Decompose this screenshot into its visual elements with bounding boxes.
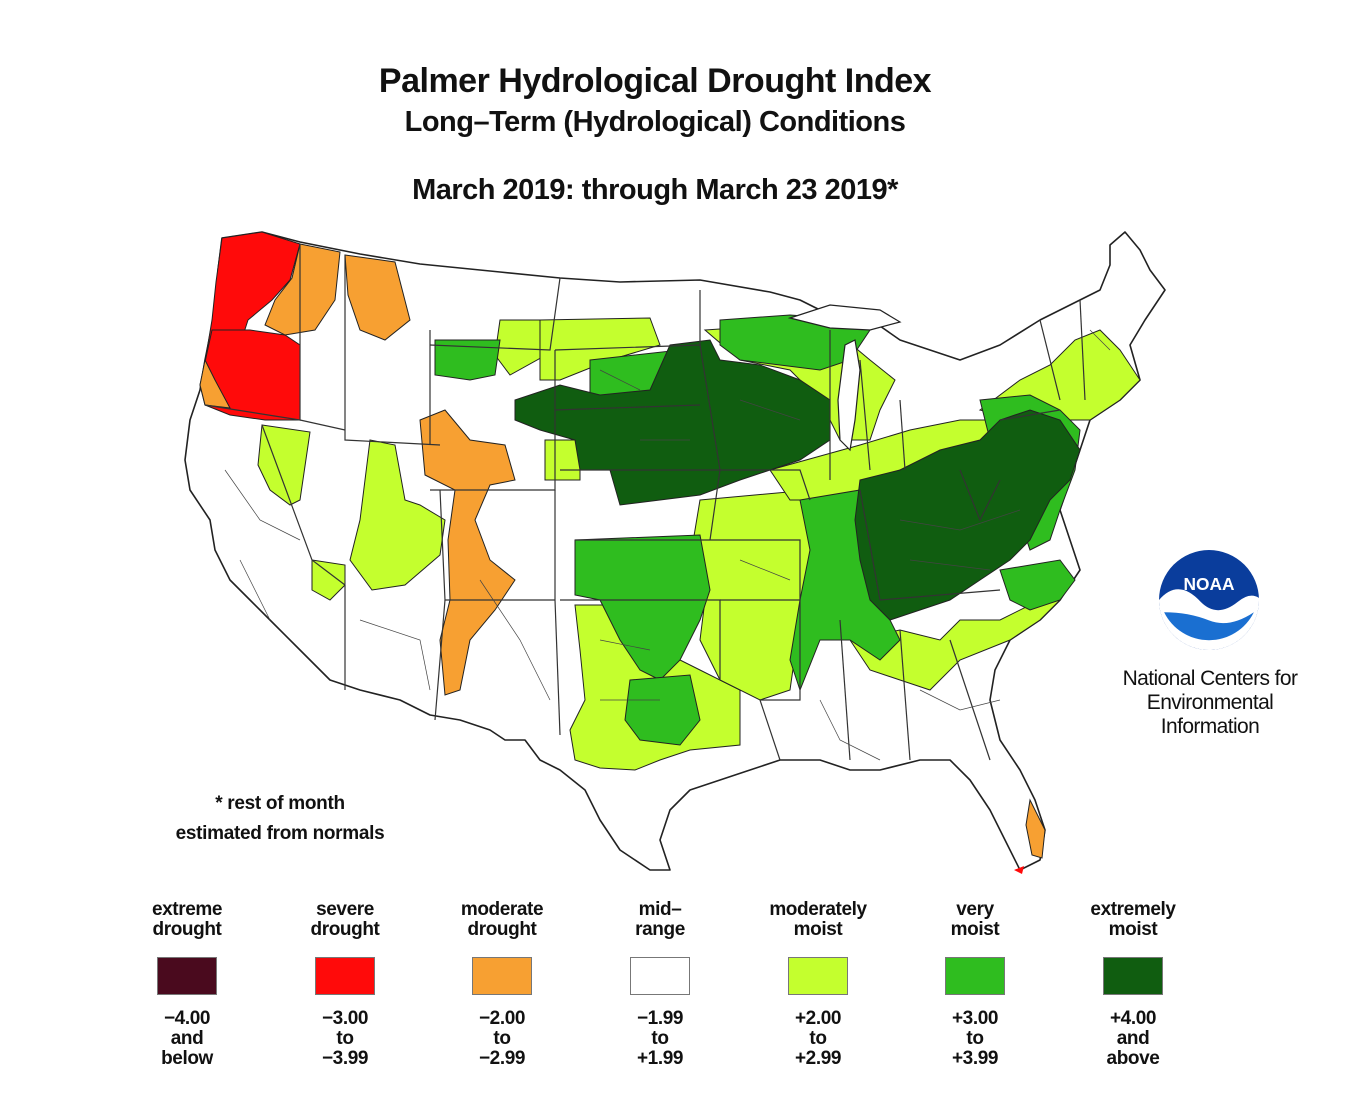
agency-name-line-2: Environmental: [1146, 691, 1274, 714]
map-subtitle: Long–Term (Hydrological) Conditions: [404, 106, 906, 138]
legend-range-joiner: to: [966, 1028, 984, 1049]
legend-label-2: range: [635, 919, 685, 940]
region-moderately-moist-wy-east: [544, 439, 581, 481]
noaa-logo-text: NOAA: [1183, 574, 1235, 594]
footnote-line-2: estimated from normals: [175, 823, 385, 844]
legend-range-to: −2.99: [478, 1048, 526, 1069]
lake-superior: [787, 304, 902, 331]
agency-name-line-1: National Centers for: [1122, 667, 1298, 690]
noaa-logo: NOAA: [1159, 550, 1260, 650]
legend-label-1: severe: [316, 899, 374, 920]
region-moderate-drought-wa: [264, 243, 341, 336]
state-borders: [204, 244, 1086, 761]
legend-item-extremely-moist: extremely moist +4.00 and above: [1058, 898, 1208, 1069]
legend-range-to: +2.99: [794, 1048, 842, 1069]
legend-item-severe-drought: severe drought −3.00 to −3.99: [270, 898, 420, 1069]
region-moderate-drought-florida: [1025, 798, 1046, 859]
legend-label-2: drought: [467, 919, 537, 940]
legend-swatch: [630, 957, 690, 995]
legend-range-from: −4.00: [163, 1008, 211, 1029]
legend-range-from: −3.00: [321, 1008, 369, 1029]
lake-michigan: [837, 339, 861, 452]
legend-item-moderate-drought: moderate drought −2.00 to −2.99: [427, 898, 577, 1069]
legend-range-to: +1.99: [636, 1048, 684, 1069]
region-moderately-moist-nevada: [257, 424, 311, 506]
legend-range-to: −3.99: [321, 1048, 369, 1069]
region-very-moist-carolinas: [999, 559, 1076, 611]
legend-range-from: −1.99: [636, 1008, 684, 1029]
region-extremely-moist-central-plains: [514, 339, 831, 506]
legend-swatch: [945, 957, 1005, 995]
legend-swatch: [1103, 957, 1163, 995]
legend-label-1: very: [956, 899, 994, 920]
legend-swatch: [315, 957, 375, 995]
region-severe-drought-keys: [1014, 866, 1024, 874]
legend-range-to: +3.99: [951, 1048, 999, 1069]
legend-swatch: [472, 957, 532, 995]
legend-label-1: moderately: [769, 899, 867, 920]
legend-range-joiner: and: [1116, 1028, 1150, 1049]
legend-label-2: drought: [152, 919, 222, 940]
legend-label-1: mid–: [638, 899, 682, 920]
legend-range-from: −2.00: [478, 1008, 526, 1029]
legend-item-mid-range: mid– range −1.99 to +1.99: [585, 898, 735, 1069]
legend-label-2: moist: [1108, 919, 1158, 940]
legend-item-extreme-drought: extreme drought −4.00 and below: [112, 898, 262, 1069]
legend-item-moderately-moist: moderately moist +2.00 to +2.99: [743, 898, 893, 1069]
region-moderate-drought-idaho: [344, 254, 411, 341]
footnote-line-1: * rest of month: [215, 793, 345, 814]
legend-range-to: below: [161, 1048, 213, 1069]
region-moderately-moist-utah: [349, 439, 446, 591]
legend-item-very-moist: very moist +3.00 to +3.99: [900, 898, 1050, 1069]
legend-label-2: drought: [310, 919, 380, 940]
region-moderately-moist-nv-south: [311, 559, 346, 601]
legend-range-joiner: to: [336, 1028, 354, 1049]
climate-division-lines: [224, 329, 1111, 761]
legend-range-from: +4.00: [1109, 1008, 1157, 1029]
legend-label-2: moist: [950, 919, 1000, 940]
legend-label-1: extremely: [1090, 899, 1176, 920]
legend-label-1: extreme: [151, 899, 223, 920]
map-date-range: March 2019: through March 23 2019*: [412, 174, 898, 206]
legend-label-2: moist: [793, 919, 843, 940]
agency-name-line-3: Information: [1160, 715, 1260, 738]
legend-range-joiner: to: [651, 1028, 669, 1049]
legend-range-joiner: and: [170, 1028, 204, 1049]
legend-range-to: above: [1106, 1048, 1160, 1069]
region-extremely-moist-appalachia: [854, 409, 1081, 621]
legend-range-from: +3.00: [951, 1008, 999, 1029]
legend-label-1: moderate: [460, 899, 544, 920]
region-very-moist-texas: [624, 674, 701, 746]
map-title: Palmer Hydrological Drought Index: [378, 62, 932, 100]
region-very-moist-montana: [434, 339, 501, 381]
legend-range-from: +2.00: [794, 1008, 842, 1029]
legend-range-joiner: to: [809, 1028, 827, 1049]
legend-swatch: [788, 957, 848, 995]
legend-swatch: [157, 957, 217, 995]
region-moderate-drought-wy-co: [419, 409, 516, 696]
legend-range-joiner: to: [493, 1028, 511, 1049]
